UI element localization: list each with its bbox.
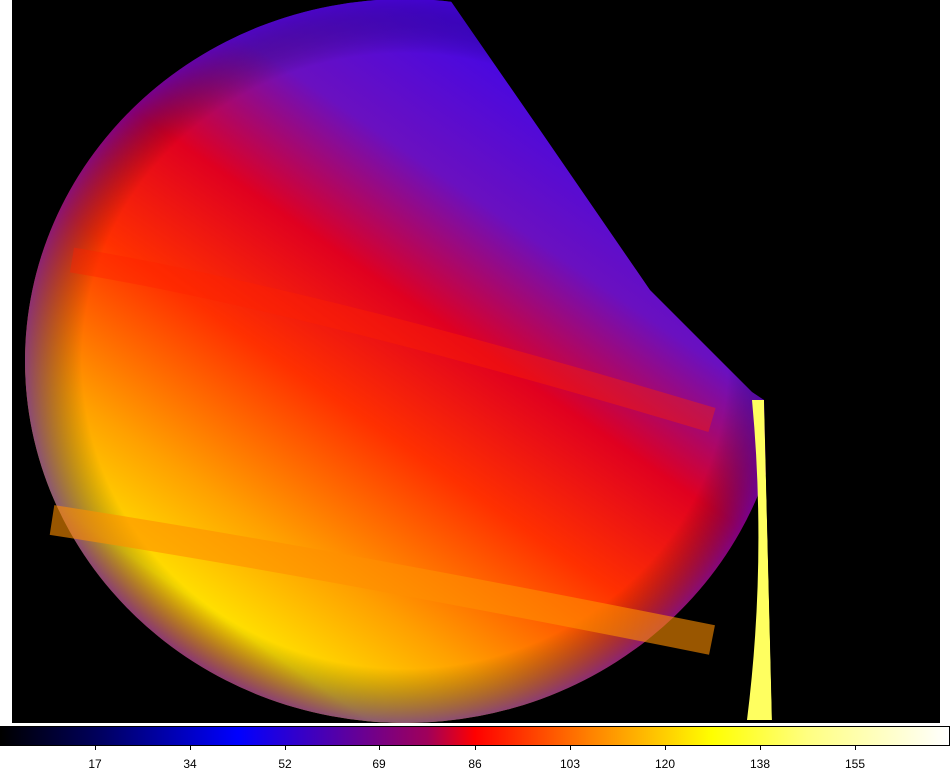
colorbar-tick — [570, 746, 571, 750]
planet-image — [25, 0, 772, 723]
colorbar-tick — [379, 746, 380, 750]
colorbar-tick-label: 120 — [654, 757, 676, 771]
colorbar-tick-label: 155 — [844, 757, 866, 771]
colorbar — [0, 726, 950, 746]
image-canvas[interactable] — [12, 0, 940, 723]
colorbar-tick — [285, 746, 286, 750]
planet-disc — [25, 0, 772, 723]
colorbar-tick — [665, 746, 666, 750]
colorbar-tick — [760, 746, 761, 750]
colorbar-tick-label: 17 — [88, 757, 102, 771]
colorbar-tick — [855, 746, 856, 750]
colorbar-tick-label: 52 — [278, 757, 292, 771]
colorbar-tick — [95, 746, 96, 750]
colorbar-tick-label: 103 — [559, 757, 581, 771]
colorbar-tick — [190, 746, 191, 750]
colorbar-tick-label: 69 — [372, 757, 386, 771]
colorbar-tick-label: 138 — [749, 757, 771, 771]
colorbar-tick — [475, 746, 476, 750]
colorbar-tick-label: 34 — [183, 757, 197, 771]
colorbar-tick-label: 86 — [468, 757, 482, 771]
